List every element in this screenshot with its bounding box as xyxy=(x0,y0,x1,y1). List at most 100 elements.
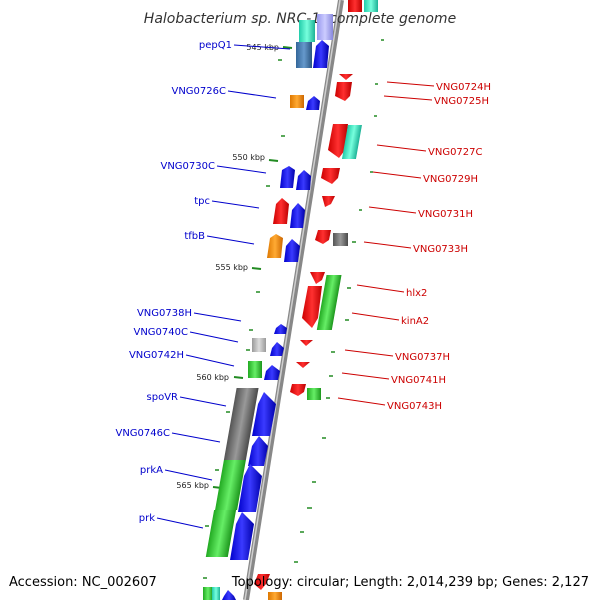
gene-arrow xyxy=(264,365,280,380)
gene-label-kinA2: kinA2 xyxy=(401,316,429,327)
connector-VNG0724H xyxy=(386,81,435,87)
topology-text: Topology: circular; Length: 2,014,239 bp… xyxy=(231,575,589,590)
gene-block xyxy=(296,42,312,68)
gene-label-spoVR: spoVR xyxy=(147,392,179,403)
genome-backbone xyxy=(243,0,344,600)
gene-label-tfbB: tfbB xyxy=(184,231,205,242)
gene-label-prk: prk xyxy=(139,513,155,524)
gene-arrow xyxy=(296,362,310,368)
connector-VNG0743H xyxy=(337,397,386,406)
connector-VNG0729H xyxy=(372,171,422,179)
gene-label-VNG0730C: VNG0730C xyxy=(160,161,215,172)
gene-arrow xyxy=(270,342,284,356)
gene-arrow xyxy=(230,512,254,560)
gene-label-VNG0743H: VNG0743H xyxy=(387,401,442,412)
connector-VNG0742H xyxy=(185,354,235,367)
scale-tick-mark-545 xyxy=(282,46,293,49)
scale-tick-label-565: 565 kbp xyxy=(176,481,209,490)
gene-label-prkA: prkA xyxy=(140,465,163,476)
scale-tick-mark-550 xyxy=(268,159,279,162)
gene-block xyxy=(215,460,246,510)
gene-label-VNG0733H: VNG0733H xyxy=(413,244,468,255)
gene-arrow xyxy=(335,82,352,101)
right-connectors xyxy=(337,81,435,406)
gene-arrow xyxy=(300,340,313,346)
gene-track-left-outer xyxy=(203,20,315,600)
gene-arrow xyxy=(290,384,306,396)
gene-block xyxy=(317,14,333,40)
gene-label-VNG0746C: VNG0746C xyxy=(115,428,170,439)
gene-block xyxy=(203,587,213,600)
gene-label-VNG0726C: VNG0726C xyxy=(171,86,226,97)
connector-tpc xyxy=(211,200,260,209)
scale-tick-label-555: 555 kbp xyxy=(215,263,248,272)
gene-arrow xyxy=(284,239,300,262)
gene-block xyxy=(307,388,321,400)
connector-VNG0740C xyxy=(189,331,239,343)
gene-block xyxy=(341,125,362,159)
gene-arrow xyxy=(328,124,348,158)
gene-arrow xyxy=(339,74,353,80)
gene-block xyxy=(333,233,348,246)
accession-text: Accession: NC_002607 xyxy=(9,575,157,590)
connector-pepQ1 xyxy=(233,44,291,50)
gene-arrow xyxy=(274,324,287,334)
gene-label-VNG0727C: VNG0727C xyxy=(428,147,483,158)
gene-arrow xyxy=(248,436,268,466)
gene-label-VNG0742H: VNG0742H xyxy=(129,350,184,361)
gene-arrow xyxy=(315,230,331,244)
gene-label-tpc: tpc xyxy=(194,196,210,207)
gene-block xyxy=(268,592,282,600)
gene-block xyxy=(299,20,315,42)
gene-arrow xyxy=(222,590,236,600)
scale-tick-mark-555 xyxy=(251,267,262,270)
gene-label-VNG0724H: VNG0724H xyxy=(436,82,491,93)
gene-arrow xyxy=(321,168,340,184)
scale-tick-label-560: 560 kbp xyxy=(196,373,229,382)
connector-VNG0746C xyxy=(171,432,221,443)
gene-block xyxy=(223,388,259,460)
connector-VNG0733H xyxy=(363,241,412,249)
genome-backbone-highlight xyxy=(244,0,341,600)
gene-track-right xyxy=(254,0,378,600)
connector-prkA xyxy=(164,469,213,481)
gene-arrow xyxy=(254,574,270,590)
gene-label-VNG0737H: VNG0737H xyxy=(395,352,450,363)
connector-kinA2 xyxy=(351,312,400,321)
gene-arrow xyxy=(296,170,311,190)
gene-arrow xyxy=(310,272,325,284)
gene-block xyxy=(212,587,220,600)
gene-arrow xyxy=(238,464,262,512)
feature-ticks xyxy=(203,39,384,579)
left-connectors xyxy=(156,44,291,529)
scale-tick-mark-560 xyxy=(233,376,244,379)
connector-VNG0741H xyxy=(341,372,390,380)
connector-spoVR xyxy=(179,396,227,407)
connector-VNG0725H xyxy=(383,95,433,101)
gene-label-pepQ1: pepQ1 xyxy=(199,40,232,51)
connector-VNG0738H xyxy=(193,312,242,322)
gene-label-hlx2: hlx2 xyxy=(406,288,427,299)
connector-VNG0727C xyxy=(376,144,427,152)
connector-VNG0731H xyxy=(368,206,417,214)
gene-block xyxy=(316,275,342,330)
gene-track-left-inner xyxy=(222,14,333,600)
connector-hlx2 xyxy=(356,284,405,293)
gene-arrow xyxy=(313,40,329,68)
gene-arrow xyxy=(252,392,276,436)
gene-arrow xyxy=(290,203,305,228)
connector-prk xyxy=(156,517,204,529)
gene-arrow xyxy=(280,166,295,188)
gene-arrow xyxy=(322,196,335,207)
gene-block xyxy=(205,510,237,557)
gene-label-VNG0731H: VNG0731H xyxy=(418,209,473,220)
map-title: Halobacterium sp. NRC-1, complete genome xyxy=(144,11,456,27)
gene-arrow xyxy=(302,286,322,328)
gene-label-VNG0741H: VNG0741H xyxy=(391,375,446,386)
gene-arrow xyxy=(306,96,320,110)
gene-label-VNG0725H: VNG0725H xyxy=(434,96,489,107)
scale-tick-label-550: 550 kbp xyxy=(232,153,265,162)
gene-block xyxy=(364,0,378,12)
